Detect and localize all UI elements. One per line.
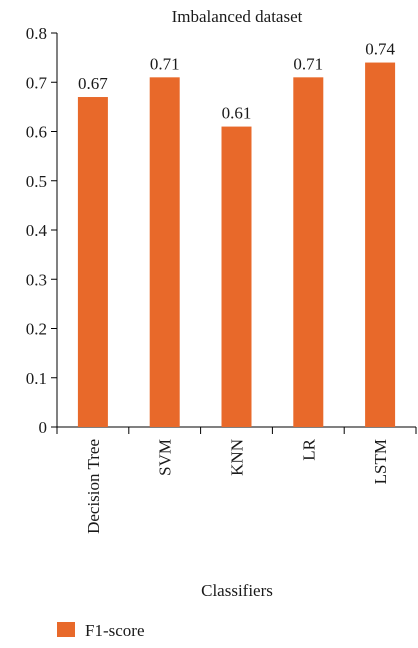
y-tick-label: 0.1 bbox=[26, 369, 47, 388]
y-tick-label: 0.6 bbox=[26, 123, 47, 142]
chart-title: Imbalanced dataset bbox=[172, 7, 303, 26]
x-tick-label: LR bbox=[299, 438, 318, 460]
legend-swatch bbox=[57, 622, 75, 637]
bar bbox=[221, 126, 252, 427]
data-label: 0.67 bbox=[78, 74, 108, 93]
y-tick-label: 0 bbox=[39, 418, 48, 437]
bar bbox=[293, 77, 324, 427]
legend-label: F1-score bbox=[85, 621, 144, 640]
y-tick-label: 0.2 bbox=[26, 320, 47, 339]
legend: F1-score bbox=[57, 621, 144, 640]
bars: 0.67 0.71 0.61 0.71 0.74 bbox=[77, 40, 396, 428]
bar bbox=[77, 97, 108, 428]
data-label: 0.74 bbox=[365, 40, 395, 59]
data-label: 0.61 bbox=[222, 104, 252, 123]
y-tick-label: 0.8 bbox=[26, 24, 47, 43]
x-axis: Decision Tree SVM KNN LR LSTM bbox=[56, 427, 417, 534]
x-axis-title: Classifiers bbox=[201, 581, 273, 600]
x-tick-label: KNN bbox=[228, 439, 247, 476]
data-label: 0.71 bbox=[150, 54, 180, 73]
y-axis: 0 0.1 0.2 0.3 0.4 0.5 0.6 0.7 0.8 bbox=[26, 24, 57, 437]
y-tick-label: 0.3 bbox=[26, 270, 47, 289]
x-tick-label: SVM bbox=[156, 439, 175, 476]
y-tick-label: 0.7 bbox=[26, 73, 48, 92]
x-tick-label: Decision Tree bbox=[84, 439, 103, 534]
y-tick-label: 0.5 bbox=[26, 172, 47, 191]
y-tick-label: 0.4 bbox=[26, 221, 48, 240]
data-label: 0.71 bbox=[293, 54, 323, 73]
x-tick-label: LSTM bbox=[371, 439, 390, 484]
bar bbox=[149, 77, 180, 427]
bar bbox=[365, 62, 396, 428]
